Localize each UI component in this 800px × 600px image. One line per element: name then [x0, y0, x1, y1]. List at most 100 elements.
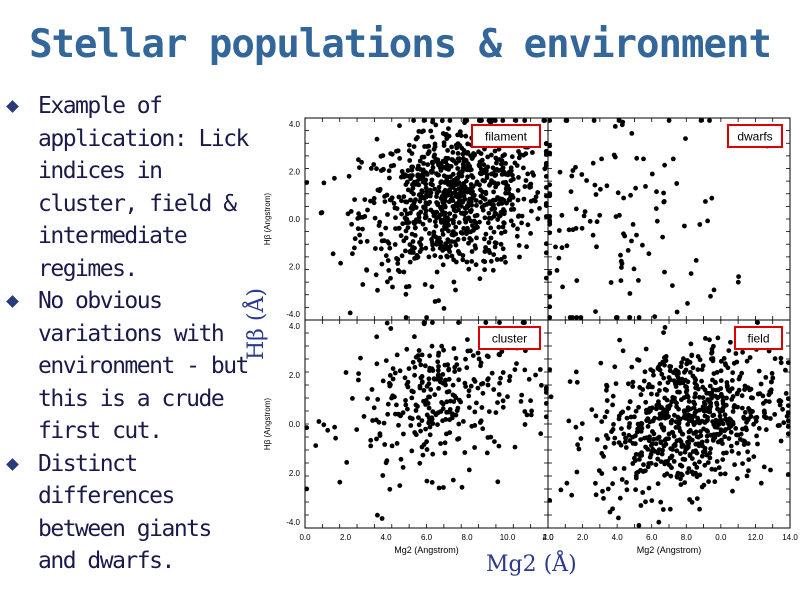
data-point-cluster	[480, 381, 486, 386]
data-point-field	[630, 461, 636, 466]
data-point-field	[602, 444, 608, 450]
data-point-field	[685, 470, 690, 475]
data-point-filament	[485, 154, 491, 160]
data-point-filament	[525, 171, 531, 177]
data-point-field	[676, 421, 682, 427]
data-point-filament	[465, 174, 470, 180]
data-point-filament	[543, 174, 549, 179]
data-point-cluster	[337, 479, 343, 485]
data-point-cluster	[444, 431, 449, 437]
data-point-field	[607, 509, 613, 515]
data-point-field	[730, 370, 736, 376]
data-point-filament	[488, 258, 494, 264]
data-point-filament	[408, 205, 414, 211]
data-point-filament	[543, 250, 549, 256]
y-tick-label: 2.0	[289, 168, 301, 177]
data-point-filament	[495, 196, 500, 202]
y-tick-label: -4.0	[286, 518, 300, 527]
data-point-cluster	[459, 484, 465, 490]
data-point-filament	[488, 225, 494, 231]
data-point-filament	[347, 310, 353, 316]
data-point-cluster	[374, 361, 380, 367]
data-point-filament	[533, 194, 539, 200]
data-point-filament	[422, 282, 428, 287]
data-point-cluster	[496, 443, 502, 449]
data-point-field	[685, 405, 691, 410]
data-point-field	[748, 395, 754, 401]
data-point-field	[756, 368, 762, 374]
data-point-field	[705, 460, 711, 465]
data-point-cluster	[500, 370, 506, 375]
data-point-cluster	[442, 440, 448, 446]
data-point-dwarfs	[581, 213, 587, 219]
x-tick-label-left: 4.0	[380, 533, 392, 542]
data-point-cluster	[394, 441, 400, 446]
data-point-filament	[460, 257, 466, 263]
data-point-dwarfs	[547, 214, 553, 219]
data-point-field	[633, 473, 639, 479]
data-point-dwarfs	[578, 315, 584, 320]
data-point-field	[605, 486, 611, 492]
data-point-filament	[492, 206, 498, 212]
data-point-filament	[428, 181, 434, 187]
data-point-field	[630, 379, 636, 385]
data-point-field	[689, 456, 695, 461]
data-point-filament	[458, 230, 464, 235]
data-point-filament	[446, 228, 451, 234]
data-point-filament	[373, 246, 378, 251]
data-point-field	[744, 473, 750, 479]
data-point-field	[633, 487, 638, 493]
data-point-filament	[412, 233, 418, 238]
data-point-filament	[439, 228, 445, 233]
data-point-dwarfs	[629, 238, 634, 244]
data-point-field	[712, 467, 718, 472]
data-point-filament	[407, 158, 413, 163]
data-point-filament	[426, 143, 432, 149]
data-point-cluster	[325, 427, 331, 433]
data-point-cluster	[539, 382, 544, 388]
data-point-cluster	[422, 363, 428, 369]
data-point-field	[766, 399, 772, 404]
data-point-field	[663, 354, 669, 359]
data-point-field	[690, 365, 696, 371]
data-point-dwarfs	[569, 173, 575, 179]
data-point-field	[664, 397, 670, 403]
data-point-field	[676, 425, 682, 431]
data-point-filament	[401, 194, 407, 200]
x-tick-label-right: 14.0	[782, 533, 798, 542]
data-point-cluster	[467, 405, 472, 410]
data-point-field	[701, 426, 706, 432]
data-point-cluster	[430, 320, 435, 325]
data-point-cluster	[429, 480, 435, 485]
data-point-filament	[430, 242, 435, 248]
data-point-dwarfs	[598, 186, 603, 192]
data-point-cluster	[388, 326, 394, 331]
data-point-field	[677, 380, 683, 386]
data-point-field	[649, 498, 655, 503]
data-point-dwarfs	[579, 172, 585, 177]
data-point-filament	[510, 172, 515, 178]
data-point-cluster	[495, 400, 500, 405]
data-point-cluster	[495, 479, 501, 485]
data-point-field	[722, 471, 728, 477]
data-point-cluster	[400, 465, 406, 470]
data-point-filament	[495, 217, 501, 222]
data-point-dwarfs	[553, 244, 558, 250]
data-point-field	[708, 391, 713, 396]
data-point-filament	[449, 157, 455, 162]
data-point-field	[785, 396, 791, 402]
data-point-filament	[375, 287, 380, 293]
data-point-filament	[428, 207, 434, 213]
data-point-filament	[543, 275, 549, 281]
data-point-filament	[408, 197, 413, 203]
data-point-filament	[417, 219, 422, 225]
data-point-filament	[420, 170, 426, 176]
data-point-filament	[433, 122, 439, 128]
data-point-filament	[474, 179, 480, 185]
data-point-cluster	[436, 364, 441, 369]
data-point-cluster	[313, 443, 319, 448]
data-point-cluster	[424, 478, 430, 484]
data-point-field	[719, 418, 724, 423]
data-point-filament	[456, 186, 462, 192]
data-point-field	[638, 503, 644, 508]
